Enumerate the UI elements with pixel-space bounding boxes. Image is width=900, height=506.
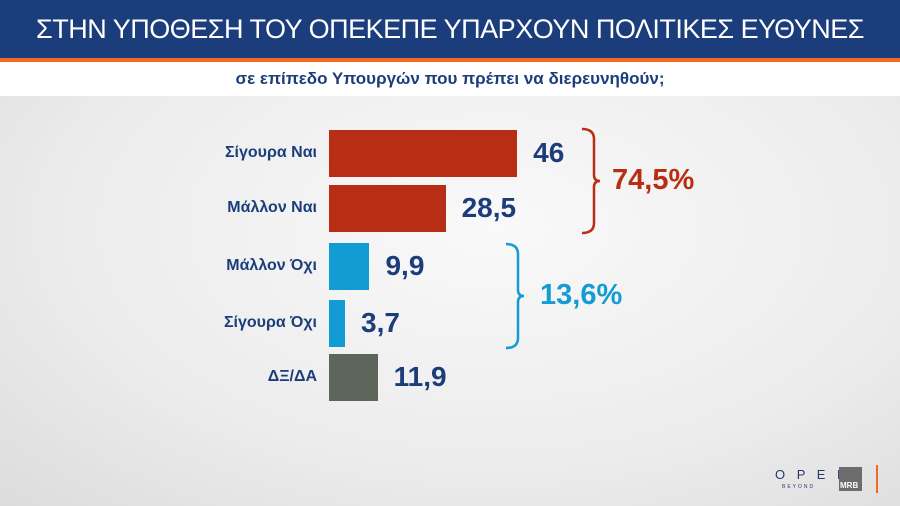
value-label: 3,7	[361, 306, 400, 338]
open-logo-sub: BEYOND	[782, 484, 816, 490]
page-subtitle: σε επίπεδο Υπουργών που πρέπει να διερευ…	[0, 62, 900, 96]
group-total-label: 13,6%	[540, 279, 623, 311]
mrb-logo: MRB	[839, 467, 862, 491]
bar	[329, 300, 345, 347]
category-label: ΔΞ/ΔΑ	[267, 367, 317, 385]
logo-divider	[876, 465, 878, 493]
value-label: 28,5	[461, 191, 517, 223]
value-label: 11,9	[393, 360, 447, 392]
category-label: Μάλλον Ναι	[227, 198, 317, 216]
bar	[329, 130, 518, 177]
bar	[329, 354, 378, 401]
bar	[329, 185, 446, 232]
category-label: Σίγουρα Ναι	[224, 143, 317, 161]
open-logo: O P E N	[775, 467, 851, 482]
group-bracket	[581, 127, 601, 235]
category-label: Σίγουρα Όχι	[223, 313, 317, 331]
category-label: Μάλλον Όχι	[226, 256, 317, 274]
group-bracket	[505, 242, 525, 350]
page-title: ΣΤΗΝ ΥΠΟΘΕΣΗ ΤΟΥ ΟΠΕΚΕΠΕ ΥΠΑΡΧΟΥΝ ΠΟΛΙΤΙ…	[0, 0, 900, 58]
value-label: 9,9	[385, 249, 425, 281]
value-label: 46	[533, 136, 565, 168]
bar	[329, 243, 370, 290]
header-divider	[0, 58, 900, 62]
group-total-label: 74,5%	[612, 164, 695, 196]
